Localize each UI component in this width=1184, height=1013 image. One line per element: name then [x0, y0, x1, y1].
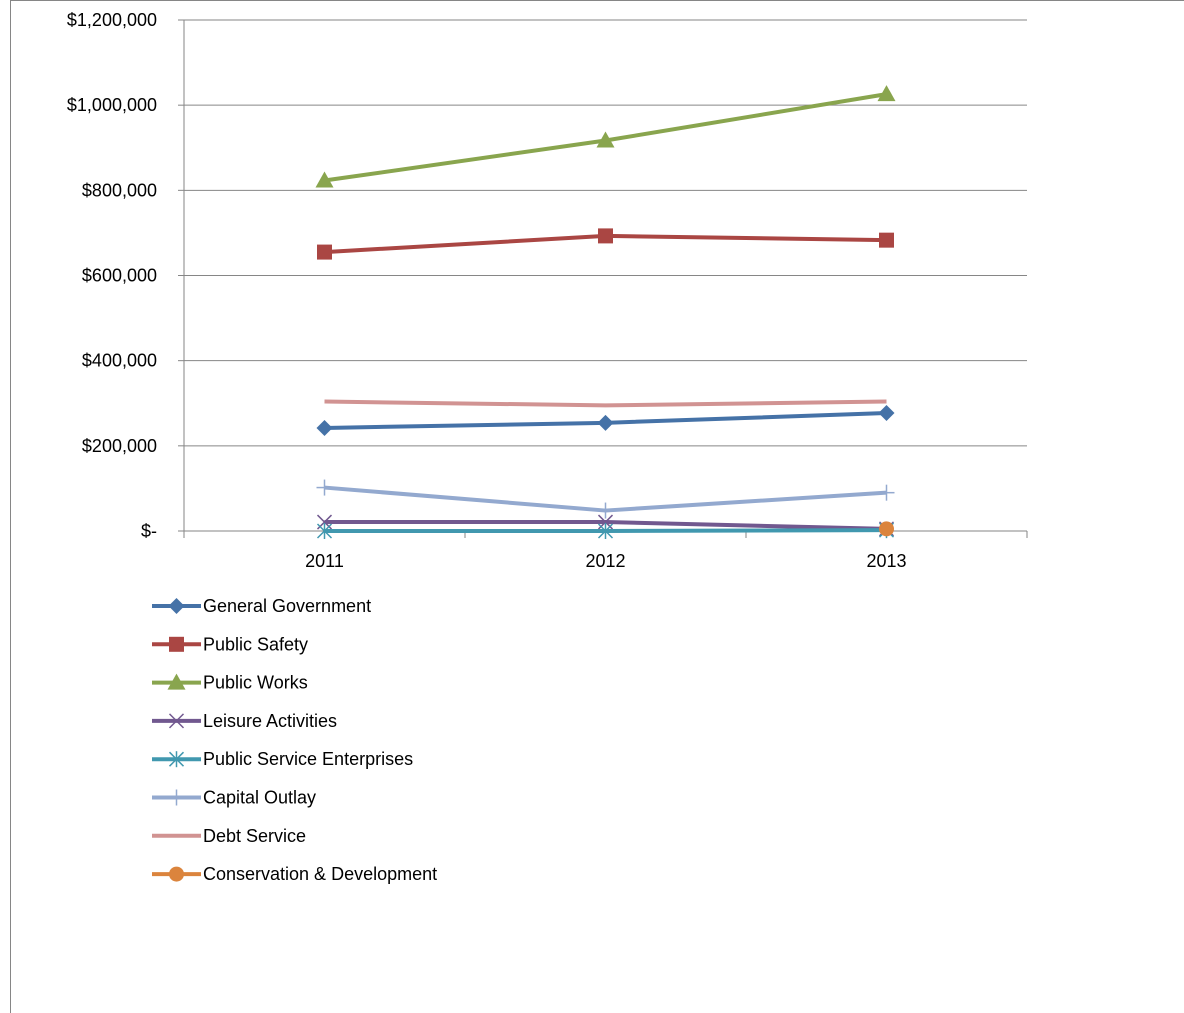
series-general-government — [316, 405, 895, 436]
square-marker — [598, 228, 613, 244]
triangle-marker — [167, 673, 186, 690]
y-tick-label: $1,000,000 — [67, 95, 157, 115]
star-marker — [597, 523, 614, 539]
series-line — [324, 399, 887, 408]
legend-label: Capital Outlay — [203, 788, 316, 808]
series-public-safety — [317, 228, 894, 260]
legend-item: General Government — [152, 596, 371, 616]
x-tick-label: 2013 — [866, 551, 906, 571]
legend: General Government Public Safety Public Wo… — [152, 596, 437, 884]
diamond-marker — [168, 598, 185, 614]
series-public-service-enterprises — [316, 522, 895, 539]
series — [315, 85, 896, 539]
square-marker — [169, 636, 184, 652]
y-tick-label: $200,000 — [82, 436, 157, 456]
legend-label: Public Safety — [203, 634, 308, 654]
plus-marker — [597, 502, 614, 519]
legend-item: Public Works — [152, 673, 308, 693]
plus-marker — [168, 789, 185, 806]
diamond-marker — [597, 414, 614, 431]
y-tick-label: $400,000 — [82, 351, 157, 371]
legend-item: Capital Outlay — [152, 788, 316, 808]
legend-item: Debt Service — [152, 826, 306, 846]
legend-label: Leisure Activities — [203, 711, 337, 731]
y-tick-label: $800,000 — [82, 180, 157, 200]
gridlines — [184, 19, 1027, 447]
star-marker — [316, 523, 333, 539]
x-tick-label: 2011 — [305, 551, 344, 571]
x-marker-stroke — [168, 713, 185, 729]
star-marker — [168, 751, 185, 768]
triangle-marker — [596, 131, 615, 148]
square-marker — [879, 232, 894, 248]
legend-item: Public Service Enterprises — [152, 749, 413, 769]
triangle-marker — [877, 85, 896, 102]
series-debt-service — [324, 399, 887, 408]
y-tick-label: $- — [141, 521, 157, 541]
series-public-works — [315, 85, 896, 188]
diamond-marker — [878, 405, 895, 422]
legend-label: General Government — [203, 596, 371, 616]
diamond-marker — [316, 419, 333, 436]
square-marker — [317, 244, 332, 260]
legend-item: Leisure Activities — [152, 711, 337, 731]
circle-marker — [879, 521, 894, 537]
circle-marker — [169, 866, 184, 882]
chart-frame — [10, 0, 1184, 1013]
y-tick-label: $600,000 — [82, 266, 157, 286]
legend-item: Conservation & Development — [152, 864, 437, 884]
series-conservation-development — [879, 521, 894, 537]
triangle-marker — [315, 171, 334, 188]
y-tick-label: $1,200,000 — [67, 10, 157, 30]
x-tick-label: 2012 — [585, 551, 625, 571]
legend-label: Public Works — [203, 673, 308, 693]
legend-label: Debt Service — [203, 826, 306, 846]
plus-marker — [316, 479, 333, 496]
legend-item: Public Safety — [152, 634, 308, 654]
legend-label: Conservation & Development — [203, 864, 437, 884]
x-marker — [168, 713, 185, 729]
axes: $- $200,000 $400,000 $600,000 $800,000 $1,000… — [67, 10, 1028, 571]
legend-label: Public Service Enterprises — [203, 749, 413, 769]
plus-marker — [878, 484, 895, 501]
series-capital-outlay — [316, 479, 895, 519]
